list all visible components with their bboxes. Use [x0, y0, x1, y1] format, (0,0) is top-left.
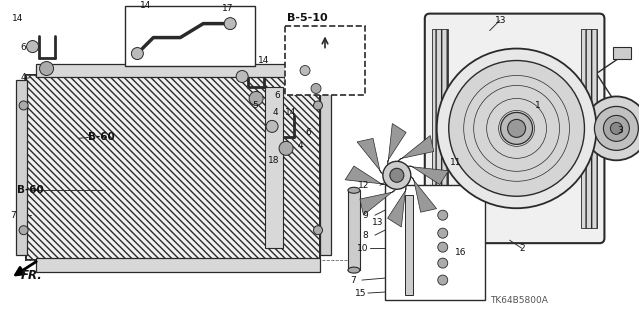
Circle shape [500, 112, 532, 145]
Circle shape [314, 101, 323, 110]
Bar [265, 87, 283, 248]
FancyBboxPatch shape [425, 14, 604, 243]
Circle shape [27, 41, 38, 53]
Text: 6: 6 [20, 43, 26, 52]
Text: 3: 3 [618, 126, 623, 135]
Circle shape [279, 141, 293, 155]
Polygon shape [397, 136, 434, 162]
Text: 4: 4 [272, 108, 278, 117]
Text: 5: 5 [252, 101, 258, 110]
Text: 6: 6 [274, 91, 280, 100]
Text: 4: 4 [298, 141, 303, 150]
Bar [36, 63, 320, 78]
Bar [613, 47, 632, 58]
Circle shape [595, 107, 638, 150]
Circle shape [438, 228, 448, 238]
Bar [385, 185, 484, 300]
Circle shape [584, 96, 640, 160]
Circle shape [604, 115, 629, 141]
Bar [15, 80, 27, 255]
Circle shape [266, 120, 278, 132]
Text: 16: 16 [455, 248, 466, 257]
Circle shape [19, 226, 28, 235]
Text: 7: 7 [350, 276, 356, 285]
Text: 13: 13 [495, 16, 506, 25]
Circle shape [438, 275, 448, 285]
Text: 15: 15 [355, 289, 367, 298]
Text: 8: 8 [362, 231, 367, 240]
Text: 14: 14 [12, 14, 23, 23]
Circle shape [611, 122, 622, 134]
Ellipse shape [348, 267, 360, 273]
Circle shape [438, 210, 448, 220]
Text: 4: 4 [20, 73, 26, 82]
Circle shape [383, 161, 411, 189]
Text: B-60: B-60 [88, 132, 115, 142]
Bar [26, 76, 320, 260]
Text: 11: 11 [450, 158, 461, 167]
Text: 12: 12 [358, 181, 369, 190]
Text: 1: 1 [534, 101, 540, 110]
Text: 14: 14 [258, 56, 269, 65]
Circle shape [438, 258, 448, 268]
Circle shape [438, 242, 448, 252]
Polygon shape [345, 166, 388, 185]
Circle shape [236, 70, 248, 83]
Circle shape [390, 168, 404, 182]
Circle shape [314, 226, 323, 235]
Ellipse shape [348, 187, 360, 193]
Text: 6: 6 [305, 128, 311, 137]
Bar [36, 258, 320, 272]
Bar [405, 195, 413, 295]
Text: 2: 2 [520, 244, 525, 253]
Circle shape [249, 92, 263, 106]
Text: B-5-10: B-5-10 [287, 13, 328, 23]
Polygon shape [387, 123, 406, 166]
Polygon shape [357, 138, 384, 175]
Polygon shape [388, 184, 406, 227]
Bar [285, 26, 365, 95]
Text: 9: 9 [362, 211, 367, 220]
Circle shape [300, 65, 310, 76]
Text: 14: 14 [140, 1, 152, 10]
Bar [348, 190, 360, 270]
Text: 13: 13 [372, 218, 383, 227]
Bar [432, 29, 448, 228]
Circle shape [311, 84, 321, 93]
Text: 17: 17 [222, 4, 234, 13]
Circle shape [131, 48, 143, 60]
Text: 14: 14 [285, 108, 296, 117]
Polygon shape [410, 175, 436, 212]
Circle shape [449, 61, 584, 196]
Circle shape [224, 18, 236, 30]
Circle shape [508, 119, 525, 137]
Text: 10: 10 [357, 244, 369, 253]
Text: FR.: FR. [20, 269, 42, 282]
Text: 7: 7 [11, 211, 17, 220]
Text: B-60: B-60 [17, 185, 44, 195]
Circle shape [40, 62, 54, 76]
Polygon shape [406, 166, 449, 185]
Polygon shape [360, 188, 397, 215]
Bar [320, 80, 331, 255]
Circle shape [19, 101, 28, 110]
Bar [582, 29, 597, 228]
Bar [125, 6, 255, 65]
Text: 18: 18 [268, 156, 280, 165]
Circle shape [436, 48, 596, 208]
Text: TK64B5800A: TK64B5800A [490, 295, 548, 305]
